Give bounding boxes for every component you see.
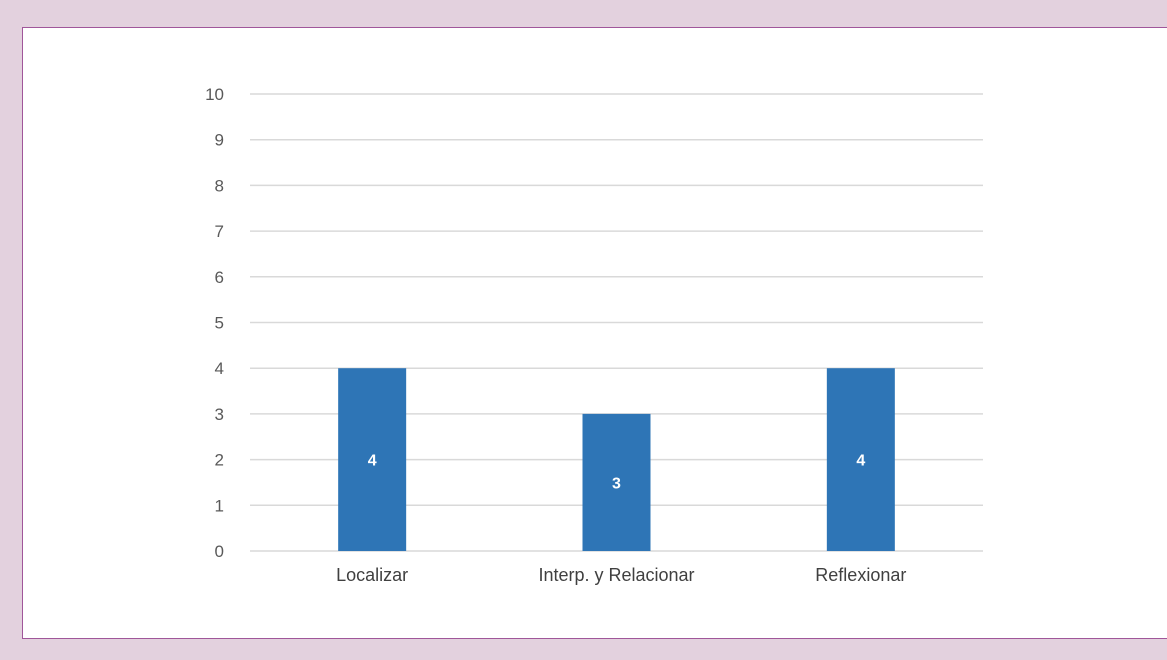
bars: [338, 368, 895, 551]
y-tick-label: 7: [215, 222, 224, 241]
y-tick-label: 5: [215, 314, 224, 333]
data-label: 3: [612, 475, 621, 492]
x-category-label: Reflexionar: [815, 565, 906, 585]
y-tick-label: 3: [215, 405, 224, 424]
y-tick-label: 9: [215, 131, 224, 150]
y-tick-label: 6: [215, 268, 224, 287]
x-category-label: Interp. y Relacionar: [538, 565, 694, 585]
y-tick-label: 4: [215, 359, 224, 378]
data-label: 4: [368, 453, 377, 470]
bar: [826, 368, 895, 551]
y-tick-label: 0: [215, 542, 224, 561]
bar: [338, 368, 407, 551]
x-category-label: Localizar: [336, 565, 408, 585]
y-axis-ticks: 0 1 2 3 4 5 6 7 8 9 10: [205, 85, 224, 561]
y-tick-label: 8: [215, 176, 224, 195]
x-axis-categories: Localizar Interp. y Relacionar Reflexionar: [336, 565, 906, 585]
data-labels: 4 3 4: [368, 453, 866, 493]
bar: [582, 413, 651, 551]
data-label: 4: [856, 453, 865, 470]
y-tick-label: 2: [215, 451, 224, 470]
y-tick-label: 10: [205, 85, 224, 104]
y-tick-label: 1: [215, 496, 224, 515]
